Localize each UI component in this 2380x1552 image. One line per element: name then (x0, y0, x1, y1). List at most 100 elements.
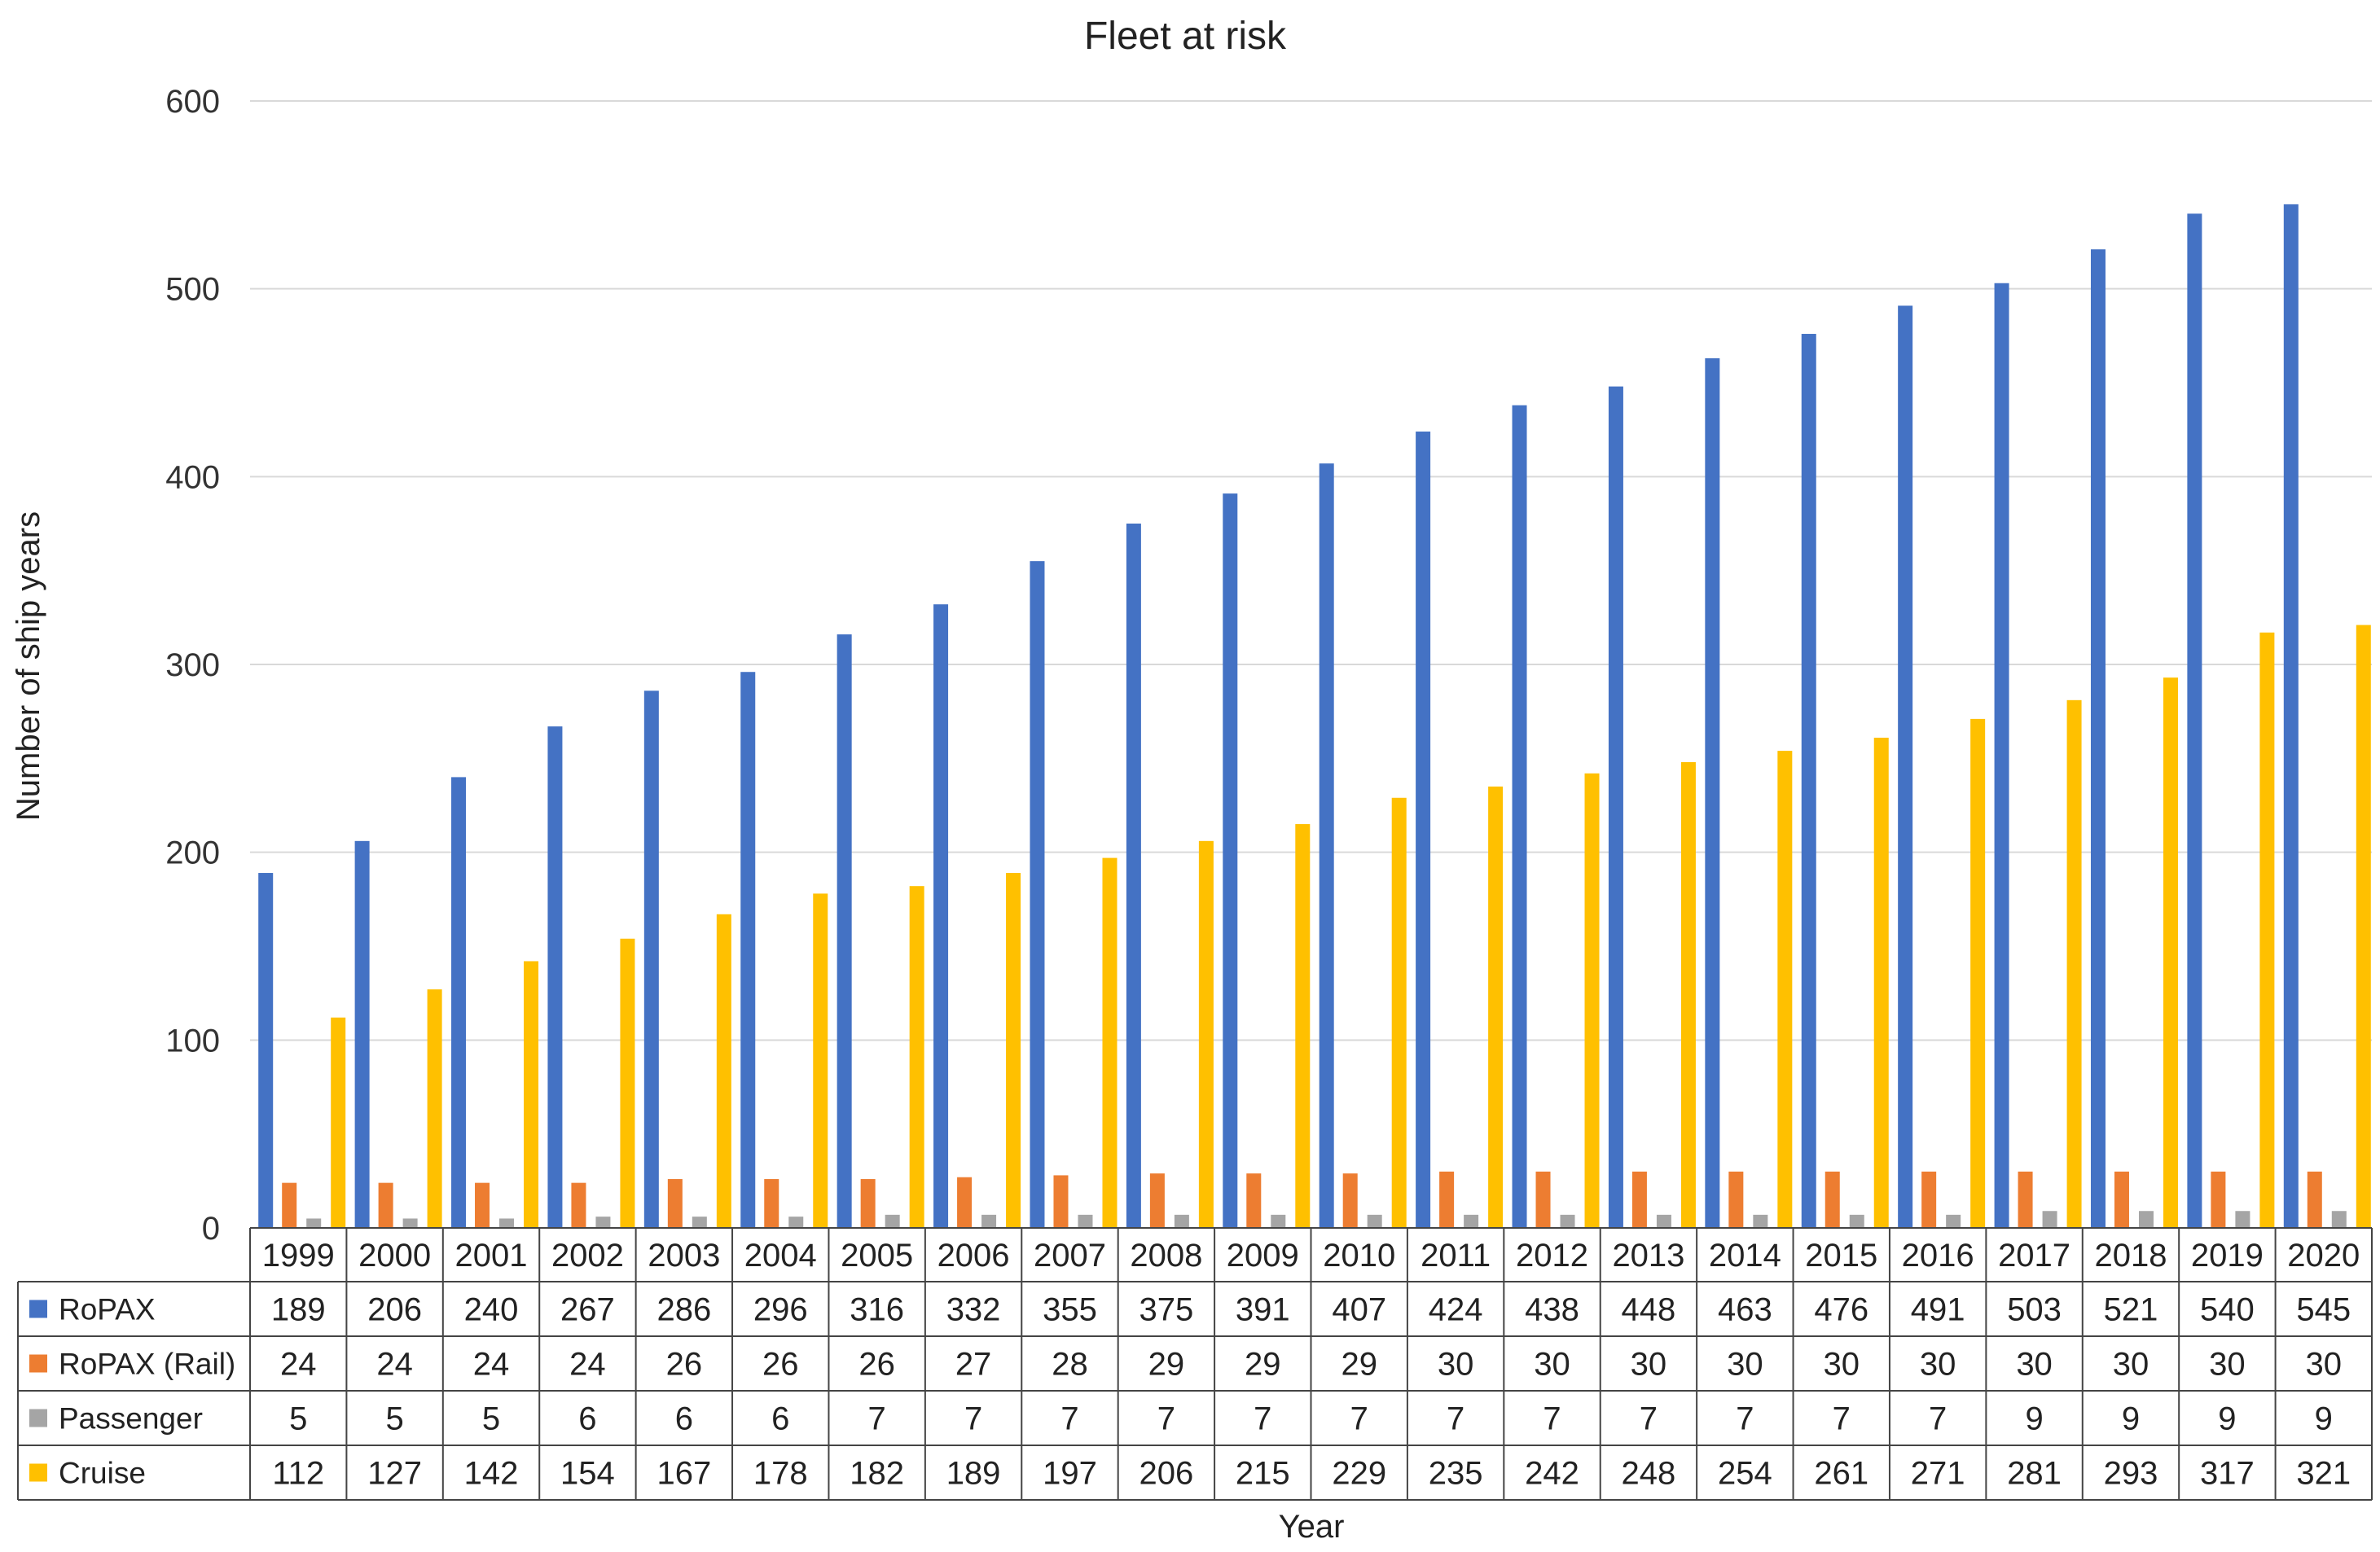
data-label: 189 (946, 1456, 1001, 1492)
bar (1560, 1214, 1575, 1228)
bar (1271, 1214, 1286, 1228)
data-label: 7 (1350, 1401, 1368, 1437)
data-label: 7 (1929, 1401, 1947, 1437)
data-label: 206 (367, 1292, 422, 1328)
bar (1367, 1214, 1382, 1228)
data-label: 30 (1727, 1347, 1763, 1383)
data-label: 30 (2113, 1347, 2149, 1383)
data-label: 7 (1060, 1401, 1078, 1437)
data-label: 7 (1736, 1401, 1754, 1437)
data-label: 26 (762, 1347, 799, 1383)
data-label: 267 (560, 1292, 615, 1328)
data-label: 6 (578, 1401, 596, 1437)
data-label: 30 (1920, 1347, 1956, 1383)
bar (1705, 358, 1720, 1229)
bar (1921, 1171, 1937, 1228)
data-label: 30 (1631, 1347, 1667, 1383)
bar (2211, 1171, 2226, 1228)
data-label: 112 (272, 1456, 324, 1492)
data-label: 30 (1438, 1347, 1474, 1383)
bar (1030, 561, 1045, 1228)
bar (354, 840, 370, 1228)
bar (1994, 283, 2009, 1228)
data-label: 540 (2200, 1292, 2255, 1328)
legend-swatch (29, 1354, 47, 1373)
bar (1295, 824, 1311, 1228)
bar (1319, 463, 1334, 1228)
data-label: 26 (858, 1347, 895, 1383)
x-tick-label: 2000 (358, 1238, 431, 1274)
data-label: 545 (2296, 1292, 2351, 1328)
data-label: 7 (1447, 1401, 1464, 1437)
data-label: 6 (771, 1401, 789, 1437)
bar (1849, 1214, 1864, 1228)
data-label: 355 (1043, 1292, 1097, 1328)
data-label: 261 (1814, 1456, 1868, 1492)
x-tick-label: 2005 (841, 1238, 913, 1274)
data-label: 9 (2122, 1401, 2140, 1437)
data-label: 7 (1640, 1401, 1658, 1437)
y-tick-label: 400 (165, 459, 220, 495)
x-tick-label: 2014 (1709, 1238, 1781, 1274)
bar (1946, 1214, 1961, 1228)
data-label: 29 (1341, 1347, 1377, 1383)
data-label: 9 (2218, 1401, 2236, 1437)
bar (957, 1177, 973, 1228)
x-tick-label: 1999 (262, 1238, 335, 1274)
y-tick-label: 200 (165, 835, 220, 871)
bar (1223, 493, 1238, 1228)
data-label: 271 (1911, 1456, 1965, 1492)
x-tick-label: 2015 (1805, 1238, 1877, 1274)
data-label: 5 (385, 1401, 403, 1437)
chart-title: Fleet at risk (1084, 15, 1287, 58)
bar (2187, 213, 2202, 1228)
data-label: 7 (1157, 1401, 1175, 1437)
data-label: 9 (2025, 1401, 2043, 1437)
bar (1801, 334, 1816, 1229)
bar (2114, 1171, 2129, 1228)
bar (1512, 405, 1527, 1228)
data-label: 29 (1148, 1347, 1185, 1383)
data-label: 24 (569, 1347, 606, 1383)
data-label: 9 (2315, 1401, 2333, 1437)
bar (1198, 840, 1214, 1228)
bar (2163, 677, 2178, 1228)
bar (1753, 1214, 1768, 1228)
x-tick-label: 2018 (2094, 1238, 2167, 1274)
data-label: 6 (675, 1401, 693, 1437)
data-label: 28 (1052, 1347, 1088, 1383)
bar (2090, 249, 2106, 1228)
bar (2066, 699, 2082, 1228)
x-tick-label: 2003 (648, 1238, 720, 1274)
bar (2356, 625, 2371, 1228)
bar (2042, 1211, 2057, 1228)
bar (764, 1179, 779, 1228)
bar (282, 1182, 297, 1228)
bar (427, 989, 442, 1228)
bar (643, 691, 659, 1228)
y-tick-label: 500 (165, 272, 220, 308)
data-label: 503 (2007, 1292, 2062, 1328)
data-label: 154 (560, 1456, 615, 1492)
bar (2138, 1211, 2154, 1228)
data-label: 197 (1043, 1456, 1097, 1492)
x-tick-label: 2016 (1902, 1238, 1974, 1274)
bar (1416, 431, 1431, 1228)
x-axis-label: Year (1279, 1509, 1345, 1545)
x-tick-label: 2006 (938, 1238, 1010, 1274)
bar (1488, 786, 1504, 1228)
data-label: 206 (1140, 1456, 1194, 1492)
data-label: 296 (753, 1292, 808, 1328)
data-label: 7 (868, 1401, 886, 1437)
bar (860, 1179, 876, 1228)
bar (1656, 1214, 1671, 1228)
bar (2283, 204, 2299, 1228)
bar (2018, 1171, 2033, 1228)
bar (1126, 524, 1141, 1228)
bar (547, 726, 563, 1228)
bar (571, 1182, 586, 1228)
data-label: 30 (2209, 1347, 2246, 1383)
bar (451, 777, 467, 1228)
data-label: 391 (1236, 1292, 1290, 1328)
bar (499, 1218, 515, 1228)
